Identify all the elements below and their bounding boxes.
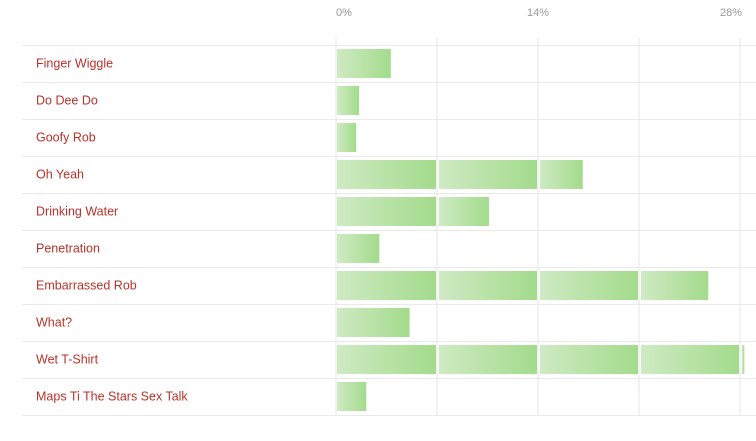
- bar-segment: [540, 160, 583, 189]
- category-label[interactable]: Drinking Water: [36, 205, 118, 219]
- bar-segment: [540, 345, 638, 374]
- tick-label: 28%: [720, 7, 742, 19]
- category-label[interactable]: Penetration: [36, 242, 100, 256]
- bar[interactable]: [337, 86, 360, 115]
- bar-segment: [337, 234, 380, 263]
- bar-segment: [337, 123, 357, 152]
- bar-segment: [439, 160, 537, 189]
- category-label[interactable]: What?: [36, 316, 72, 330]
- bar[interactable]: [337, 49, 391, 78]
- bar[interactable]: [337, 271, 709, 300]
- bar[interactable]: [337, 197, 489, 226]
- bar-segment: [540, 271, 638, 300]
- bar-segment: [337, 160, 436, 189]
- tick-label: 14%: [527, 7, 549, 19]
- grid: [335, 38, 741, 415]
- category-label[interactable]: Finger Wiggle: [36, 57, 113, 71]
- bar-segment: [641, 345, 739, 374]
- bar-segment: [337, 345, 436, 374]
- bar-segment: [337, 49, 391, 78]
- category-label[interactable]: Embarrassed Rob: [36, 279, 137, 293]
- bar-segment: [439, 197, 489, 226]
- bar-segment: [337, 86, 360, 115]
- bar[interactable]: [337, 160, 583, 189]
- bar-segment: [337, 382, 367, 411]
- category-label[interactable]: Wet T-Shirt: [36, 353, 99, 367]
- bar[interactable]: [337, 382, 367, 411]
- category-label[interactable]: Maps Ti The Stars Sex Talk: [36, 390, 188, 404]
- bar[interactable]: [337, 123, 357, 152]
- bar-segment: [337, 271, 436, 300]
- category-label[interactable]: Oh Yeah: [36, 168, 84, 182]
- bar-segment: [439, 345, 537, 374]
- category-label[interactable]: Do Dee Do: [36, 94, 98, 108]
- bar-segment: [337, 308, 410, 337]
- category-labels: Finger Wiggle Do Dee Do Goofy Rob Oh Yeah Dr…: [36, 57, 188, 404]
- row-rules: [22, 45, 756, 416]
- bar[interactable]: [337, 234, 380, 263]
- tick-label: 0%: [336, 7, 352, 19]
- bar[interactable]: [337, 345, 745, 374]
- bar-segment: [439, 271, 537, 300]
- category-label[interactable]: Goofy Rob: [36, 131, 96, 145]
- bars: [337, 49, 745, 411]
- bar[interactable]: [337, 308, 410, 337]
- bar-segment: [742, 345, 745, 374]
- bar-segment: [641, 271, 709, 300]
- bar-segment: [337, 197, 436, 226]
- x-axis-ticks: 0% 14% 28%: [336, 7, 742, 19]
